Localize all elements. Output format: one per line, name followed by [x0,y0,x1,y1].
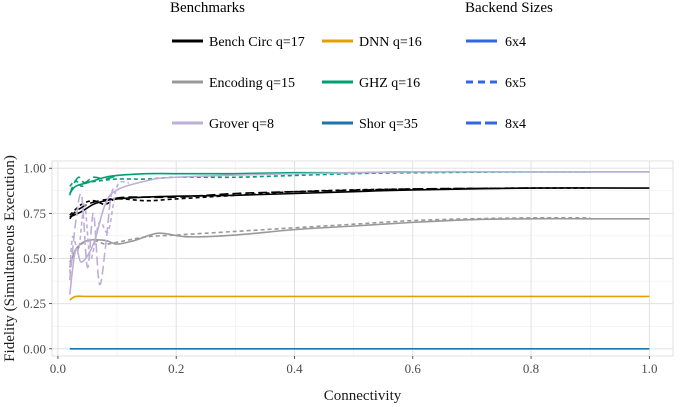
x-axis-label: Connectivity [324,388,402,404]
y-tick-label: 0.00 [23,341,46,356]
series-line-dnn-q-16-6x4 [69,295,650,301]
series-layer [68,170,650,350]
legend-label-dnn-q-16: DNN q=16 [359,35,422,50]
plot-panel [51,160,674,357]
legend-label-ghz-q-16: GHZ q=16 [359,76,420,91]
series-line-encoding-q-15-6x4 [68,217,650,268]
x-tick-label: 0.0 [50,361,66,376]
series-line-grover-q-8-8x4 [68,185,118,286]
series-line-grover-q-8-6x4 [68,170,650,295]
legend-label-encoding-q-15: Encoding q=15 [209,76,295,91]
y-tick-label: 0.75 [23,206,46,221]
x-tick-label: 0.4 [286,361,303,376]
y-tick-label: 0.25 [23,296,46,311]
x-tick-label: 0.8 [523,361,539,376]
y-tick-label: 0.50 [23,251,46,266]
series-line-grover-q-8-6x5 [68,180,130,274]
legend-title-benchmarks: Benchmarks [170,0,245,16]
legend-label-backend-6x4: 6x4 [505,35,526,50]
legend-label-bench-circ-q-17: Bench Circ q=17 [209,35,305,50]
y-axis-label: Fidelity (Simultaneous Execution) [2,155,18,362]
x-tick-label: 0.2 [168,361,184,376]
legend-label-backend-8x4: 8x4 [505,117,526,132]
x-tick-label: 1.0 [641,361,657,376]
y-tick-label: 1.00 [23,161,46,176]
legend-backend-sizes: Backend Sizes 6x4 6x5 8x4 [465,0,553,132]
legend-title-backend-sizes: Backend Sizes [465,0,553,16]
legend-label-grover-q-8: Grover q=8 [209,117,274,132]
x-tick-label: 0.6 [405,361,422,376]
legend-label-shor-q-35: Shor q=35 [359,117,418,132]
series-line-bench-circ-q-17-6x5 [69,187,591,216]
series-line-ghz-q-16-8x4 [68,174,118,196]
legend-label-backend-6x5: 6x5 [505,76,526,91]
legend-benchmarks: Benchmarks Bench Circ q=17 DNN q=16 Encodi… [170,0,422,132]
axes-layer: 0.0 0.2 0.4 0.6 0.8 1.0 0.00 0.25 0.50 0.75 1.00 Co… [2,155,657,404]
